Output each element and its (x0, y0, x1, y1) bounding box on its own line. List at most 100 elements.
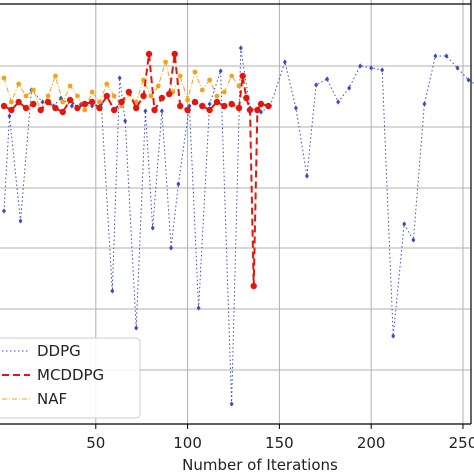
data-point (123, 118, 128, 124)
data-point (89, 89, 95, 95)
data-point (236, 83, 242, 89)
data-point (455, 65, 460, 71)
data-point (325, 76, 330, 82)
legend-label-mcddpg: MCDDPG (37, 366, 104, 384)
data-point (187, 103, 192, 109)
data-point (132, 104, 140, 112)
x-tick-label: 50 (86, 434, 105, 452)
data-point (228, 100, 235, 108)
data-point (422, 101, 427, 107)
data-point (75, 93, 80, 99)
data-point (218, 68, 223, 74)
series-mcddpg (0, 50, 272, 290)
x-tick-labels: 50 100 150 200 250 (86, 434, 474, 452)
data-point (155, 83, 161, 89)
data-point (314, 82, 319, 88)
data-point (229, 401, 234, 407)
data-point (184, 106, 191, 114)
data-point (293, 105, 298, 111)
data-point (444, 53, 449, 59)
data-point (125, 88, 133, 96)
data-point (192, 69, 198, 75)
data-point (336, 99, 341, 105)
data-point (110, 288, 115, 294)
legend: DDPG MCDDPG NAF (0, 337, 141, 419)
data-point (151, 106, 158, 114)
data-point (134, 325, 139, 331)
data-point (214, 93, 220, 99)
data-point (145, 50, 153, 58)
data-point (53, 73, 58, 79)
data-point (411, 237, 416, 243)
data-point (207, 77, 213, 83)
data-point (40, 99, 45, 105)
data-point (347, 85, 352, 91)
data-point (30, 87, 36, 93)
data-point (37, 106, 44, 114)
data-point (104, 81, 110, 87)
series-ddpg (2, 45, 474, 407)
data-point (1, 75, 7, 81)
data-point (143, 108, 148, 114)
legend-label-naf: NAF (37, 390, 67, 408)
data-point (118, 98, 125, 106)
data-point (15, 98, 22, 106)
data-point (304, 173, 309, 179)
data-point (117, 75, 122, 81)
data-point (58, 95, 63, 101)
data-point (66, 96, 74, 104)
data-point (69, 103, 74, 109)
data-point (239, 72, 246, 80)
data-point (74, 104, 81, 112)
data-point (81, 100, 88, 108)
data-point (246, 106, 254, 114)
data-point (97, 99, 102, 105)
data-point (238, 45, 243, 51)
data-point (207, 101, 212, 107)
data-point (2, 208, 6, 214)
data-point (171, 50, 178, 58)
data-point (110, 106, 118, 114)
x-tick-label: 100 (173, 434, 202, 452)
axes (0, 0, 472, 429)
data-point (16, 81, 22, 87)
data-point (30, 100, 37, 108)
data-point (44, 98, 52, 106)
data-point (433, 53, 438, 59)
data-point (159, 108, 164, 114)
data-point (60, 99, 66, 105)
data-point (67, 83, 73, 89)
data-point (103, 92, 111, 100)
series-line-mcddpg (3, 53, 269, 287)
data-point (177, 102, 184, 110)
data-point (96, 104, 103, 112)
data-point (185, 97, 190, 103)
data-point (243, 94, 250, 102)
data-point (7, 113, 12, 119)
data-point (257, 100, 265, 108)
data-point (282, 59, 287, 65)
data-point (213, 98, 221, 106)
x-axis-label: Number of Iterations (182, 456, 338, 474)
data-point (177, 73, 183, 79)
data-point (259, 109, 264, 115)
data-point (254, 106, 261, 114)
data-point (380, 67, 385, 73)
data-point (199, 87, 205, 93)
plot-series (0, 45, 474, 407)
x-tick-label: 150 (265, 434, 294, 452)
data-point (23, 93, 29, 99)
legend-box (0, 337, 141, 419)
data-point (191, 98, 199, 106)
legend-label-ddpg: DDPG (37, 342, 81, 360)
data-point (206, 106, 213, 114)
data-point (99, 101, 104, 107)
data-point (163, 59, 168, 65)
data-point (169, 245, 174, 251)
data-point (52, 104, 59, 112)
data-point (148, 93, 154, 99)
data-point (18, 218, 23, 224)
data-point (22, 104, 30, 112)
data-point (90, 103, 95, 109)
